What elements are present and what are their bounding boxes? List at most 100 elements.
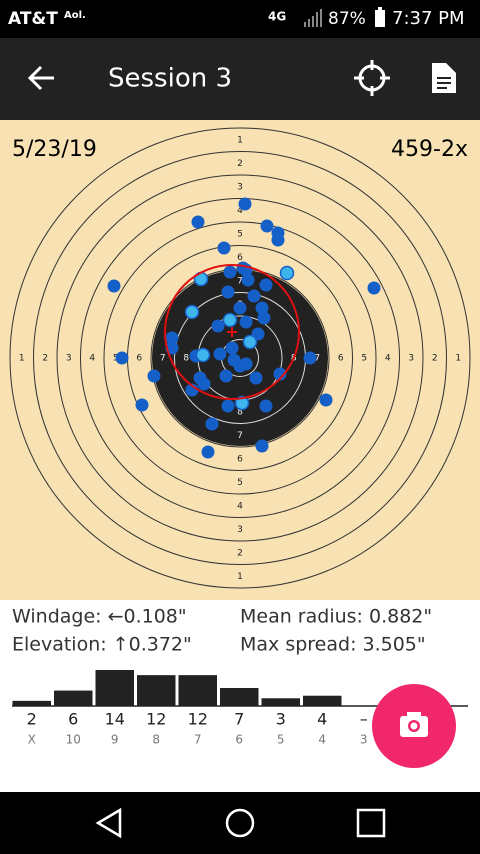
shot <box>241 273 255 287</box>
shot <box>273 367 287 381</box>
shot <box>367 281 381 295</box>
shot <box>191 215 205 229</box>
camera-icon <box>400 712 428 737</box>
ring-number: 3 <box>408 354 414 364</box>
ring <box>103 221 377 495</box>
ring-number: 7 <box>160 354 166 364</box>
ring <box>56 174 424 542</box>
windage: Windage: ←0.108" <box>12 606 187 628</box>
shot-recent <box>279 265 295 281</box>
ring-number: 2 <box>42 354 48 364</box>
shot <box>225 341 239 355</box>
battery-level: 87% <box>328 9 366 29</box>
ring-number: 3 <box>237 525 243 535</box>
shot <box>135 398 149 412</box>
shot <box>255 301 269 315</box>
shot <box>233 301 247 315</box>
histogram-bar <box>261 698 300 706</box>
shot <box>236 261 250 275</box>
signal-icon <box>304 9 322 27</box>
ring-number: 3 <box>237 182 243 192</box>
target: 11112222333344445555666677778888 <box>9 127 471 589</box>
shot <box>239 315 253 329</box>
histogram-score: 10 <box>66 733 81 747</box>
ring-number: 7 <box>237 276 243 286</box>
nav-back[interactable] <box>95 807 122 839</box>
histogram-count: 7 <box>234 710 244 729</box>
shot-recent <box>195 347 211 363</box>
elevation: Elevation: ↑0.372" <box>12 634 192 656</box>
shot <box>205 417 219 431</box>
shot <box>147 369 161 383</box>
carrier: AT&T <box>8 9 58 29</box>
ring-number: 8 <box>237 407 243 417</box>
shot <box>223 265 237 279</box>
ring-number: 4 <box>237 206 243 216</box>
clock: 7:37 PM <box>392 8 465 29</box>
histogram-count: – <box>360 710 368 729</box>
shot <box>197 377 211 391</box>
back-button[interactable] <box>27 65 54 91</box>
histogram-score: 6 <box>235 733 243 747</box>
shot <box>233 359 247 373</box>
ring <box>80 198 400 518</box>
ring-number: 6 <box>237 454 243 464</box>
histogram-bar <box>12 700 51 706</box>
ring-number: 5 <box>237 229 243 239</box>
histogram-count: 12 <box>146 710 166 729</box>
shot <box>219 369 233 383</box>
ring-number: 5 <box>237 478 243 488</box>
shot <box>319 393 333 407</box>
nav-home[interactable] <box>225 808 255 838</box>
shot <box>165 331 179 345</box>
histogram-count: 14 <box>105 710 125 729</box>
histogram-score: 4 <box>318 733 326 747</box>
shot <box>115 351 129 365</box>
shot <box>259 278 273 292</box>
shot <box>107 279 121 293</box>
app-bar <box>0 38 480 120</box>
ring-number: 1 <box>237 572 243 582</box>
ring-number: 4 <box>385 354 391 364</box>
shot <box>247 289 261 303</box>
session-date: 5/23/19 <box>12 137 97 162</box>
ring-number: 6 <box>237 253 243 263</box>
histogram-bar <box>178 675 217 706</box>
ring-number: 2 <box>237 159 243 169</box>
histogram-score: 8 <box>152 733 160 747</box>
shot-recent <box>184 304 200 320</box>
report-button[interactable] <box>432 63 456 93</box>
histogram-score: 7 <box>194 733 202 747</box>
shot <box>255 439 269 453</box>
histogram: 2 X 6 10 14 9 12 8 12 7 7 6 3 5 4 4 – 3 <box>12 670 368 747</box>
shot <box>259 399 273 413</box>
histogram-score: X <box>28 733 36 747</box>
shot <box>260 219 274 233</box>
center-button[interactable] <box>354 60 390 96</box>
shot-recent <box>234 395 250 411</box>
histogram-score: 3 <box>360 733 368 747</box>
ring-number: 1 <box>237 135 243 145</box>
ring-number: 2 <box>432 354 438 364</box>
histogram-score: 9 <box>111 733 119 747</box>
mean-radius: Mean radius: 0.882" <box>240 606 432 628</box>
histogram-bar <box>220 688 259 706</box>
ring-number: 6 <box>338 354 344 364</box>
nav-recent[interactable] <box>356 808 386 838</box>
histogram-bar <box>303 695 342 706</box>
ring-number: 7 <box>237 431 243 441</box>
shot <box>201 445 215 459</box>
histogram-bar <box>54 690 93 706</box>
ring-number: 2 <box>237 548 243 558</box>
ring-number: 1 <box>455 354 461 364</box>
shot <box>211 319 225 333</box>
group-center <box>227 327 237 337</box>
shot <box>257 311 271 325</box>
shot <box>249 371 263 385</box>
histogram-count: 12 <box>188 710 208 729</box>
histogram-bar <box>137 675 176 706</box>
histogram-count: 4 <box>317 710 327 729</box>
shot <box>303 351 317 365</box>
